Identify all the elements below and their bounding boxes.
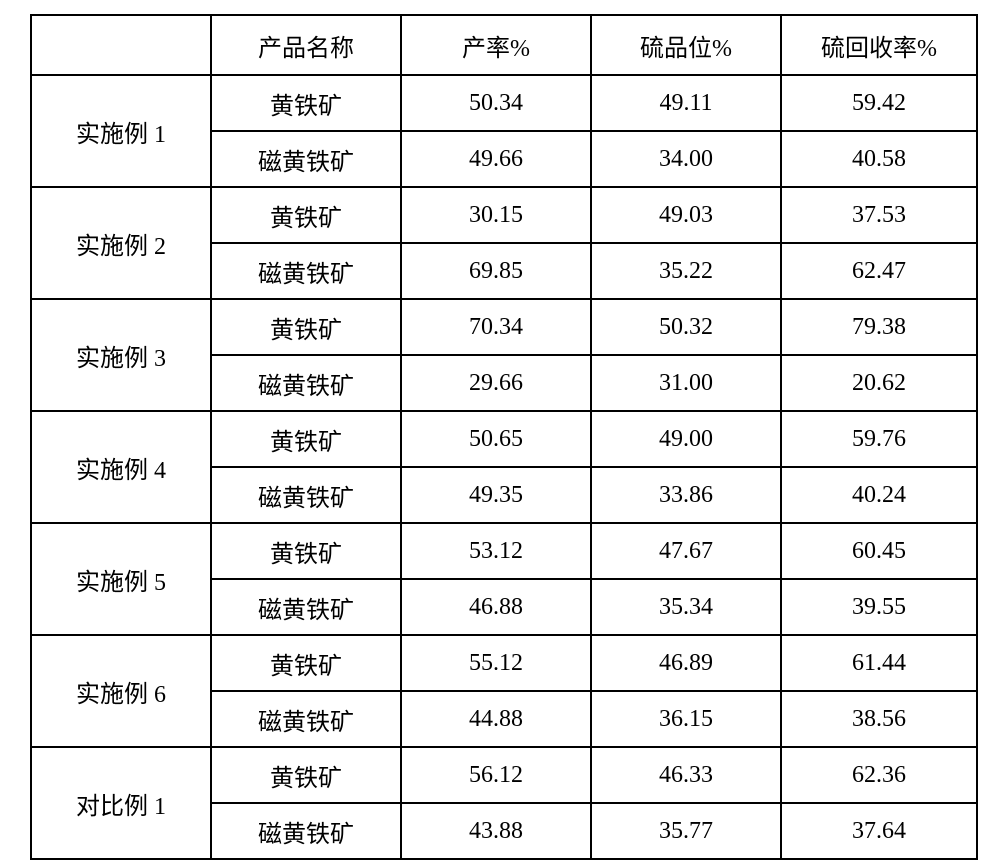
cell-product: 磁黄铁矿 xyxy=(211,579,401,635)
cell-grade: 47.67 xyxy=(591,523,781,579)
cell-product: 黄铁矿 xyxy=(211,187,401,243)
cell-grade: 33.86 xyxy=(591,467,781,523)
group-label: 实施例 5 xyxy=(31,523,211,635)
table-row: 实施例 4 黄铁矿 50.65 49.00 59.76 xyxy=(31,411,977,467)
group-label: 实施例 1 xyxy=(31,75,211,187)
cell-product: 磁黄铁矿 xyxy=(211,243,401,299)
col-header-product: 产品名称 xyxy=(211,15,401,75)
cell-recovery: 38.56 xyxy=(781,691,977,747)
group-label: 实施例 6 xyxy=(31,635,211,747)
col-header-recovery: 硫回收率% xyxy=(781,15,977,75)
cell-product: 磁黄铁矿 xyxy=(211,131,401,187)
cell-product: 磁黄铁矿 xyxy=(211,355,401,411)
cell-yield: 29.66 xyxy=(401,355,591,411)
cell-yield: 53.12 xyxy=(401,523,591,579)
cell-recovery: 20.62 xyxy=(781,355,977,411)
page: 产品名称 产率% 硫品位% 硫回收率% 实施例 1 黄铁矿 50.34 49.1… xyxy=(0,0,1000,843)
cell-recovery: 59.76 xyxy=(781,411,977,467)
cell-recovery: 39.55 xyxy=(781,579,977,635)
cell-product: 黄铁矿 xyxy=(211,747,401,803)
cell-product: 黄铁矿 xyxy=(211,411,401,467)
cell-recovery: 62.36 xyxy=(781,747,977,803)
table-row: 对比例 1 黄铁矿 56.12 46.33 62.36 xyxy=(31,747,977,803)
cell-product: 磁黄铁矿 xyxy=(211,467,401,523)
cell-grade: 35.77 xyxy=(591,803,781,859)
cell-yield: 50.34 xyxy=(401,75,591,131)
table-row: 实施例 3 黄铁矿 70.34 50.32 79.38 xyxy=(31,299,977,355)
cell-product: 黄铁矿 xyxy=(211,635,401,691)
cell-product: 磁黄铁矿 xyxy=(211,803,401,859)
cell-grade: 49.03 xyxy=(591,187,781,243)
cell-yield: 30.15 xyxy=(401,187,591,243)
cell-grade: 49.11 xyxy=(591,75,781,131)
cell-product: 黄铁矿 xyxy=(211,299,401,355)
table-row: 实施例 2 黄铁矿 30.15 49.03 37.53 xyxy=(31,187,977,243)
cell-yield: 56.12 xyxy=(401,747,591,803)
cell-recovery: 79.38 xyxy=(781,299,977,355)
group-label: 实施例 2 xyxy=(31,187,211,299)
cell-yield: 55.12 xyxy=(401,635,591,691)
cell-recovery: 37.64 xyxy=(781,803,977,859)
cell-grade: 50.32 xyxy=(591,299,781,355)
cell-product: 黄铁矿 xyxy=(211,523,401,579)
table-header-row: 产品名称 产率% 硫品位% 硫回收率% xyxy=(31,15,977,75)
cell-recovery: 40.24 xyxy=(781,467,977,523)
table-body: 实施例 1 黄铁矿 50.34 49.11 59.42 磁黄铁矿 49.66 3… xyxy=(31,75,977,859)
cell-recovery: 37.53 xyxy=(781,187,977,243)
cell-grade: 46.33 xyxy=(591,747,781,803)
cell-grade: 46.89 xyxy=(591,635,781,691)
cell-product: 磁黄铁矿 xyxy=(211,691,401,747)
cell-grade: 35.22 xyxy=(591,243,781,299)
cell-yield: 49.35 xyxy=(401,467,591,523)
cell-recovery: 61.44 xyxy=(781,635,977,691)
table-row: 实施例 1 黄铁矿 50.34 49.11 59.42 xyxy=(31,75,977,131)
cell-recovery: 59.42 xyxy=(781,75,977,131)
table-row: 实施例 5 黄铁矿 53.12 47.67 60.45 xyxy=(31,523,977,579)
cell-grade: 49.00 xyxy=(591,411,781,467)
cell-product: 黄铁矿 xyxy=(211,75,401,131)
cell-yield: 49.66 xyxy=(401,131,591,187)
cell-grade: 34.00 xyxy=(591,131,781,187)
group-label: 实施例 3 xyxy=(31,299,211,411)
cell-yield: 44.88 xyxy=(401,691,591,747)
cell-recovery: 62.47 xyxy=(781,243,977,299)
col-header-grade: 硫品位% xyxy=(591,15,781,75)
table-row: 实施例 6 黄铁矿 55.12 46.89 61.44 xyxy=(31,635,977,691)
cell-yield: 70.34 xyxy=(401,299,591,355)
cell-grade: 35.34 xyxy=(591,579,781,635)
group-label: 实施例 4 xyxy=(31,411,211,523)
cell-yield: 69.85 xyxy=(401,243,591,299)
cell-recovery: 60.45 xyxy=(781,523,977,579)
group-label: 对比例 1 xyxy=(31,747,211,859)
cell-recovery: 40.58 xyxy=(781,131,977,187)
cell-grade: 36.15 xyxy=(591,691,781,747)
cell-yield: 43.88 xyxy=(401,803,591,859)
results-table: 产品名称 产率% 硫品位% 硫回收率% 实施例 1 黄铁矿 50.34 49.1… xyxy=(30,14,978,860)
col-header-blank xyxy=(31,15,211,75)
cell-yield: 46.88 xyxy=(401,579,591,635)
cell-yield: 50.65 xyxy=(401,411,591,467)
cell-grade: 31.00 xyxy=(591,355,781,411)
col-header-yield: 产率% xyxy=(401,15,591,75)
